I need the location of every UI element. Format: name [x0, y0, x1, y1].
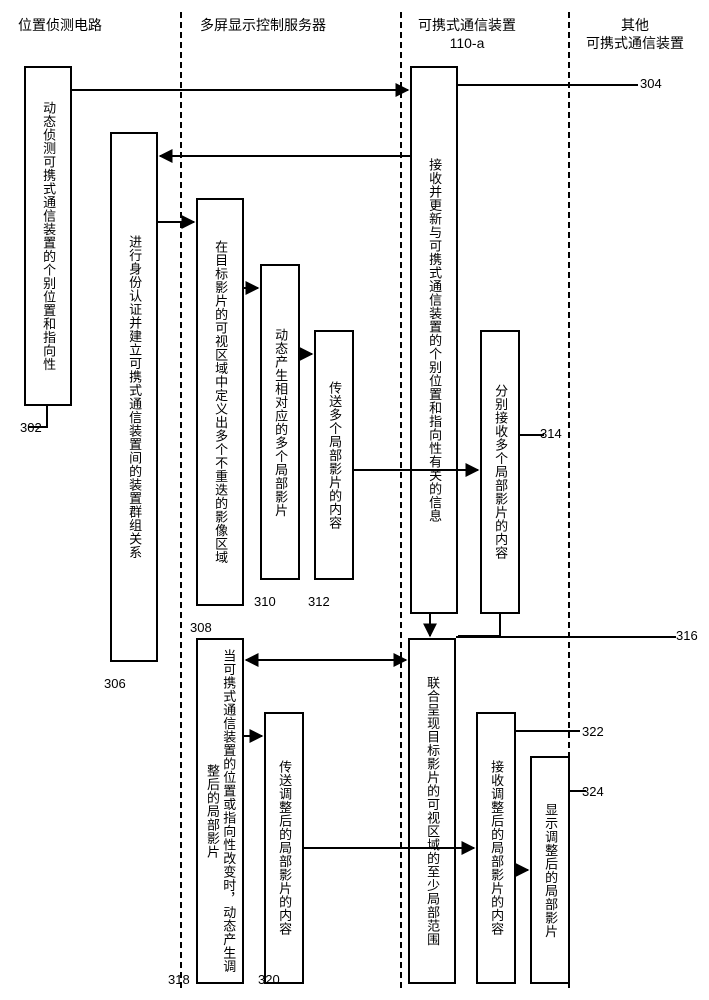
leader-302b [28, 426, 48, 428]
lane-header-device: 可携式通信装置 110-a [418, 16, 516, 52]
step-318: 当可携式通信装置的位置或指向性改变时，动态产生调整后的局部影片 [196, 638, 244, 984]
step-322-text: 接收调整后的局部影片的内容 [486, 754, 506, 942]
step-306-text: 进行身份认证并建立可携式通信装置间的装置群组关系 [124, 229, 144, 565]
lane-header-detect: 位置侦测电路 [18, 16, 102, 34]
step-320: 传送调整后的局部影片的内容 [264, 712, 304, 984]
flow-arrows [0, 0, 709, 1000]
leader-324 [570, 790, 586, 792]
step-324: 显示调整后的局部影片 [530, 756, 570, 984]
ref-318: 318 [168, 972, 190, 987]
step-308-text: 在目标影片的可视区域中定义出多个不重迭的影像区域 [210, 234, 230, 570]
leader-314 [520, 434, 544, 436]
lane-divider [180, 12, 182, 988]
ref-320: 320 [258, 972, 280, 987]
step-308: 在目标影片的可视区域中定义出多个不重迭的影像区域 [196, 198, 244, 606]
ref-304: 304 [640, 76, 662, 91]
step-314: 分别接收多个局部影片的内容 [480, 330, 520, 614]
lane-header-other: 其他 可携式通信装置 [586, 16, 684, 52]
ref-322: 322 [582, 724, 604, 739]
step-324-text: 显示调整后的局部影片 [540, 797, 560, 944]
step-312: 传送多个局部影片的内容 [314, 330, 354, 580]
lane-header-server: 多屏显示控制服务器 [200, 16, 326, 34]
step-312-text: 传送多个局部影片的内容 [324, 375, 344, 536]
leader-316 [456, 636, 676, 638]
step-306: 进行身份认证并建立可携式通信装置间的装置群组关系 [110, 132, 158, 662]
ref-310: 310 [254, 594, 276, 609]
step-302: 动态侦测可携式通信装置的个别位置和指向性 [24, 66, 72, 406]
step-320-text: 传送调整后的局部影片的内容 [274, 754, 294, 942]
ref-308: 308 [190, 620, 212, 635]
step-316: 联合呈现目标影片的可视区域的至少局部范围 [408, 638, 456, 984]
ref-306: 306 [104, 676, 126, 691]
step-304-text: 接收并更新与可携式通信装置的个别位置和指向性有关的信息 [424, 152, 444, 529]
step-310-text: 动态产生相对应的多个局部影片 [270, 322, 290, 523]
step-302-text: 动态侦测可携式通信装置的个别位置和指向性 [38, 95, 58, 377]
leader-322 [516, 730, 580, 732]
step-322: 接收调整后的局部影片的内容 [476, 712, 516, 984]
step-316-text: 联合呈现目标影片的可视区域的至少局部范围 [422, 670, 442, 952]
leader-304 [458, 84, 638, 86]
step-318-text: 当可携式通信装置的位置或指向性改变时，动态产生调整后的局部影片 [202, 640, 239, 982]
step-314-text: 分别接收多个局部影片的内容 [490, 378, 510, 566]
ref-312: 312 [308, 594, 330, 609]
step-310: 动态产生相对应的多个局部影片 [260, 264, 300, 580]
lane-divider [400, 12, 402, 988]
ref-316: 316 [676, 628, 698, 643]
step-304: 接收并更新与可携式通信装置的个别位置和指向性有关的信息 [410, 66, 458, 614]
leader-302 [46, 406, 48, 426]
